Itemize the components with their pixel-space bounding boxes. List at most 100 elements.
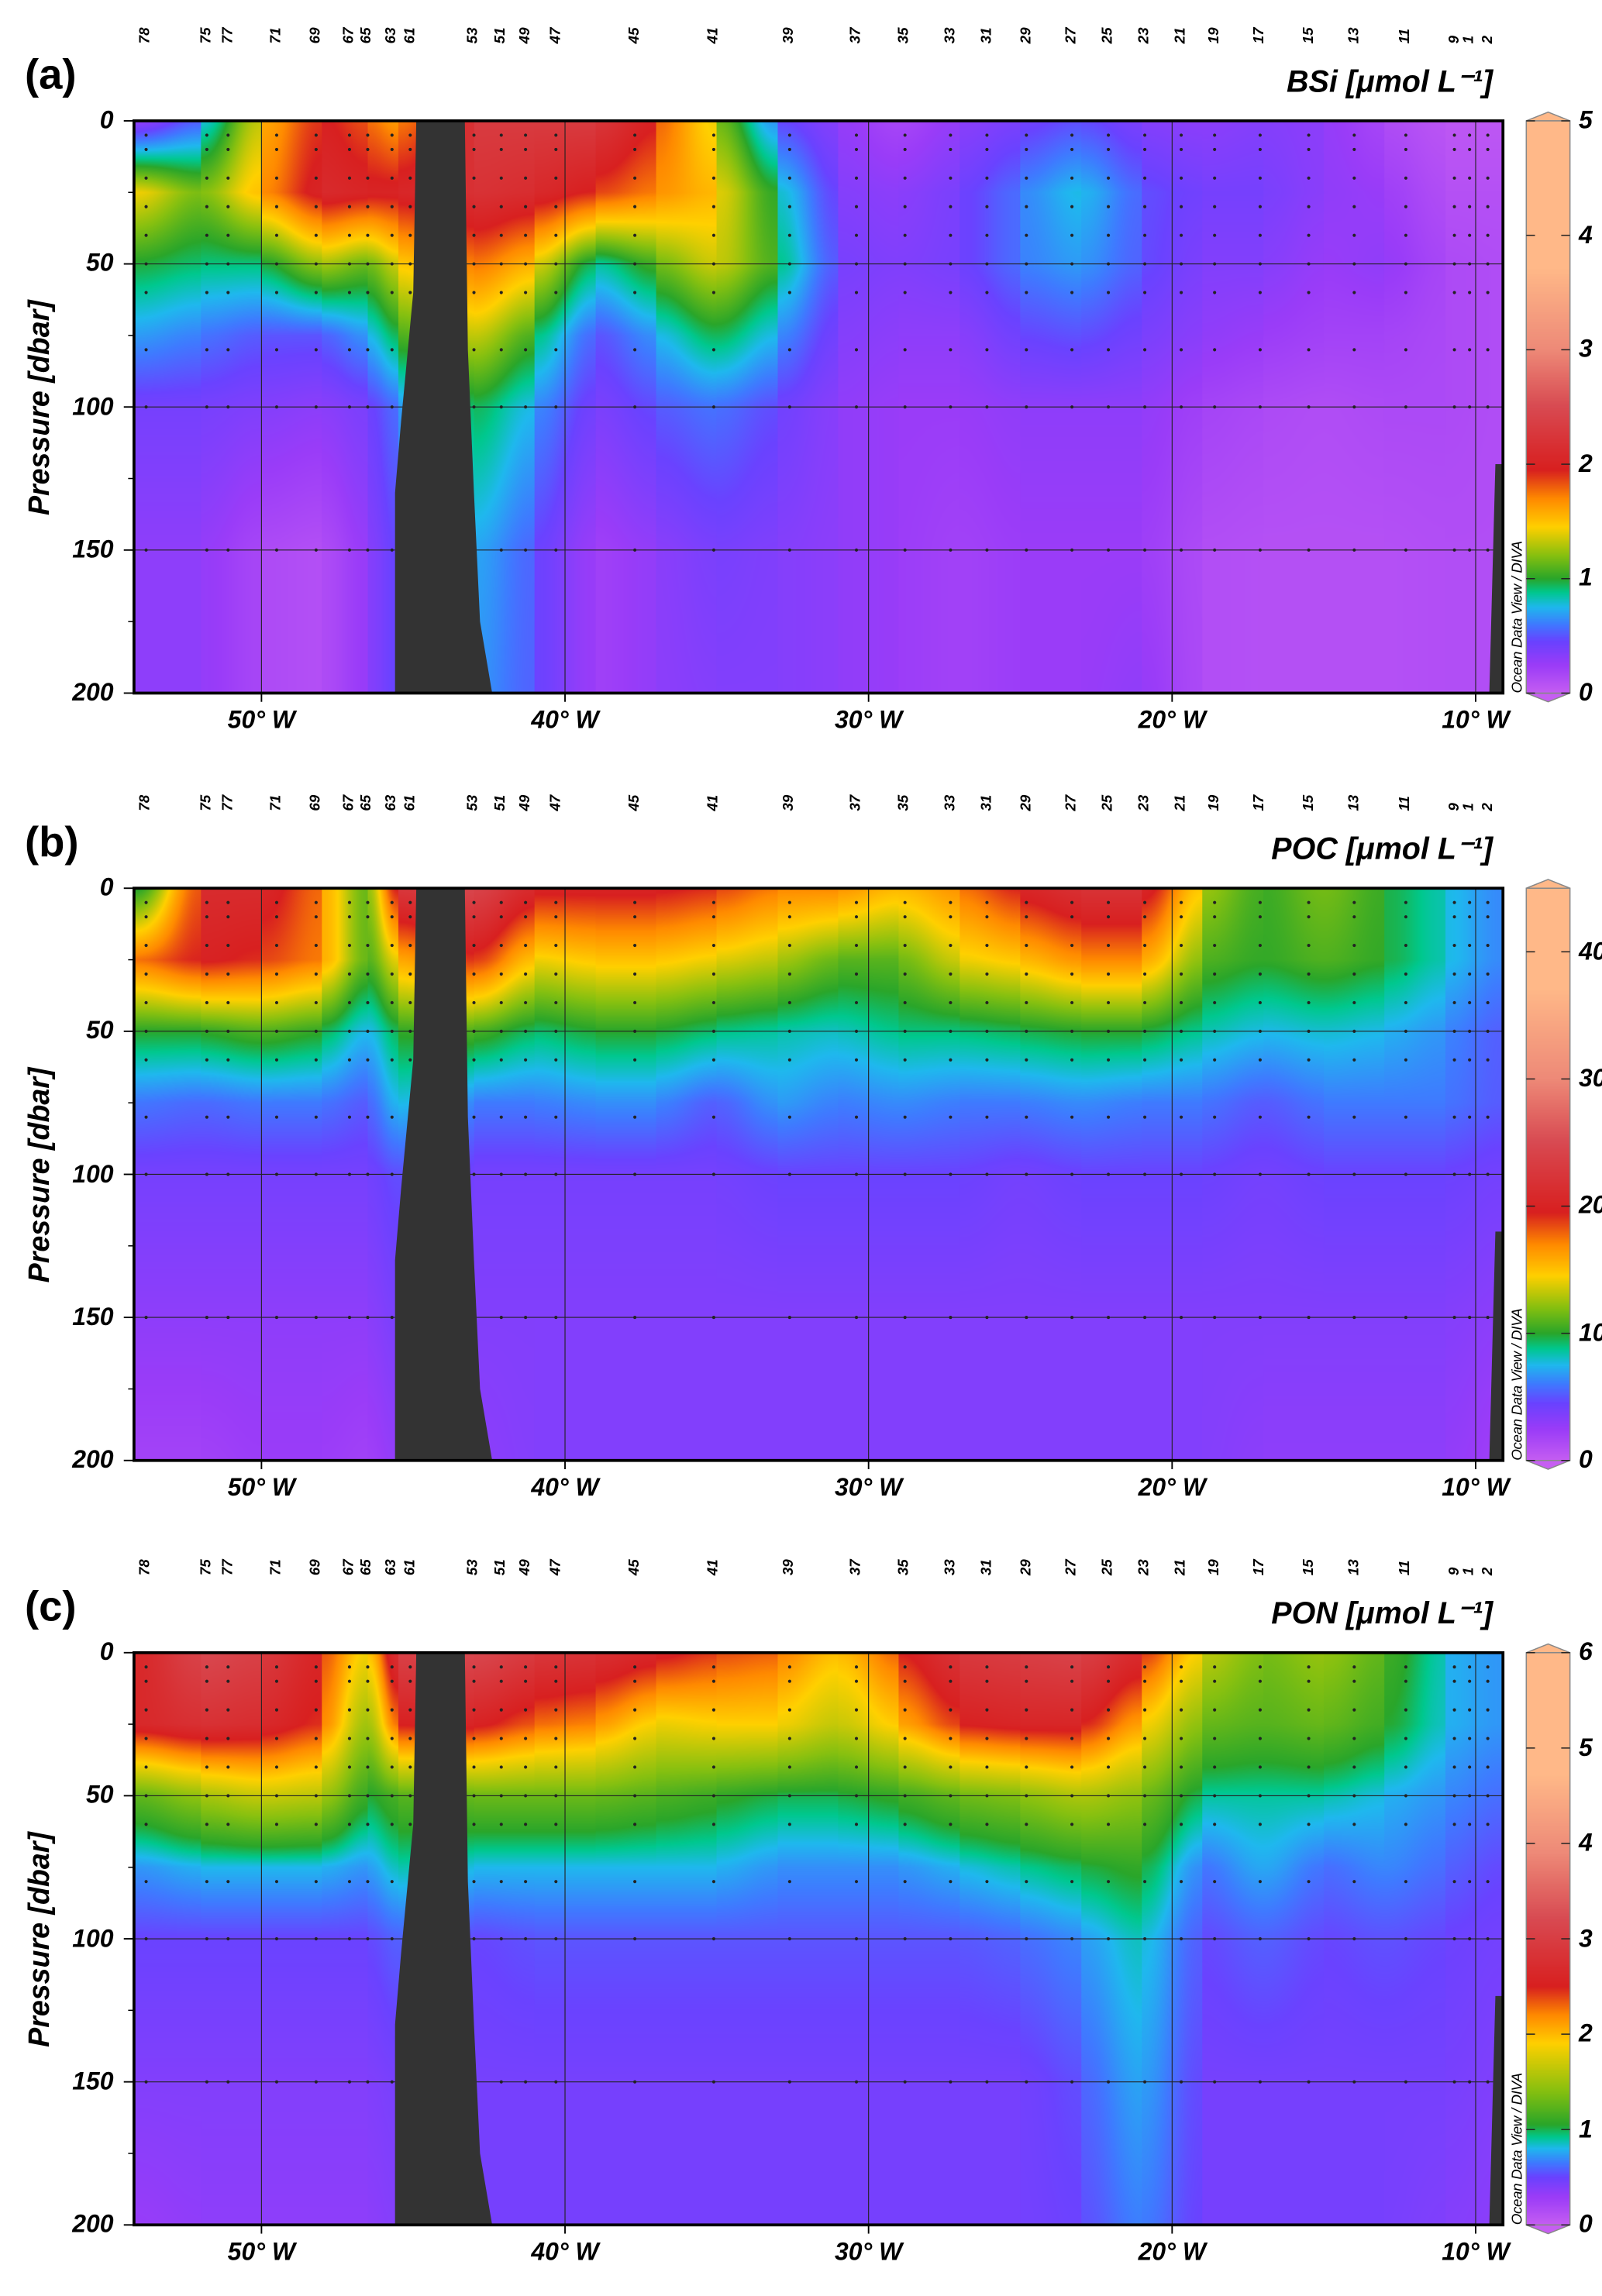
sample-dot: [390, 176, 394, 180]
sample-dot: [274, 1765, 279, 1769]
sample-dot: [1404, 348, 1407, 352]
sample-dot: [274, 262, 279, 266]
sample-dot: [1025, 291, 1028, 294]
sample-dot: [711, 1936, 716, 1941]
sample-dot: [1258, 205, 1262, 208]
sample-dot: [1452, 944, 1456, 948]
sample-dot: [499, 233, 503, 237]
sample-dot: [903, 1737, 907, 1740]
sample-dot: [1213, 1708, 1217, 1712]
sample-dot: [1452, 405, 1456, 409]
sample-dot: [949, 1029, 953, 1033]
x-tick-label: 20° W: [1138, 2238, 1206, 2266]
sample-dot: [1107, 1794, 1111, 1798]
sample-dot: [226, 1823, 230, 1826]
sample-dot: [366, 233, 370, 237]
sample-dot: [1025, 1936, 1028, 1941]
sample-dot: [1213, 972, 1217, 976]
sample-dot: [711, 205, 716, 208]
sample-dot: [390, 1115, 394, 1119]
sample-dot: [144, 405, 148, 409]
sample-dot: [205, 2080, 208, 2084]
sample-dot: [274, 1000, 279, 1005]
sample-dot: [1025, 1765, 1028, 1769]
sample-dot: [472, 1172, 476, 1176]
sample-dot: [1213, 1737, 1217, 1740]
sample-dot: [711, 944, 716, 948]
x-tick-label: 10° W: [1442, 2238, 1510, 2266]
sample-dot: [366, 944, 370, 948]
sample-dot: [554, 147, 558, 151]
sample-dot: [711, 176, 716, 180]
sample-dot: [949, 1823, 953, 1826]
sample-dot: [787, 291, 791, 294]
sample-dot: [499, 972, 503, 976]
sample-dot: [1180, 291, 1183, 294]
sample-dot: [633, 1058, 637, 1062]
sample-dot: [1452, 291, 1456, 294]
sample-dot: [985, 291, 989, 294]
sample-dot: [390, 1936, 394, 1941]
sample-dot: [1025, 915, 1028, 919]
sample-dot: [1452, 1794, 1456, 1798]
sample-dot: [499, 1115, 503, 1119]
sample-dot: [787, 1765, 791, 1769]
sample-dot: [1180, 1115, 1183, 1119]
sample-dot: [1070, 1936, 1074, 1941]
sample-dot: [711, 1316, 716, 1320]
sample-dot: [1213, 2080, 1217, 2084]
sample-dot: [1307, 548, 1311, 552]
sample-dot: [314, 944, 318, 948]
y-tick-label: 0: [99, 106, 114, 134]
watermark: Ocean Data View / DIVA: [1510, 541, 1527, 694]
sample-dot: [1307, 2080, 1311, 2084]
sample-dot: [1486, 1880, 1490, 1884]
sample-dot: [347, 1823, 352, 1826]
sample-dot: [1258, 176, 1262, 180]
y-tick-label: 200: [72, 678, 114, 707]
sample-dot: [1070, 1880, 1074, 1884]
sample-dot: [554, 1880, 558, 1884]
sample-dot: [1025, 133, 1028, 137]
sample-dot: [524, 1936, 528, 1941]
sample-dot: [524, 233, 528, 237]
x-tick-label: 40° W: [531, 1473, 599, 1502]
sample-dot: [1452, 915, 1456, 919]
sample-dot: [854, 1936, 859, 1941]
sample-dot: [1107, 1665, 1111, 1669]
sample-dot: [1258, 1737, 1262, 1740]
sample-dot: [274, 1936, 279, 1941]
sample-dot: [985, 147, 989, 151]
sample-dot: [499, 1936, 503, 1941]
sample-dot: [1143, 262, 1147, 266]
sample-dot: [347, 147, 352, 151]
sample-dot: [366, 1115, 370, 1119]
sample-dot: [633, 2080, 637, 2084]
sample-dot: [499, 1880, 503, 1884]
sample-dot: [1468, 2080, 1472, 2084]
sample-dot: [390, 405, 394, 409]
sample-dot: [1070, 972, 1074, 976]
sample-dot: [205, 291, 208, 294]
sample-dot: [787, 548, 791, 552]
sample-dot: [1307, 1316, 1311, 1320]
sample-dot: [554, 1316, 558, 1320]
colorbar-tick-label: 0: [1578, 2210, 1593, 2239]
sample-dot: [1452, 1823, 1456, 1826]
sample-dot: [854, 176, 859, 180]
plot-frame: [132, 119, 1505, 695]
sample-dot: [854, 1823, 859, 1826]
sample-dot: [903, 348, 907, 352]
sample-dot: [347, 133, 352, 137]
sample-dot: [524, 405, 528, 409]
x-tick-label: 20° W: [1138, 706, 1206, 735]
sample-dot: [1452, 1000, 1456, 1005]
sample-dot: [554, 291, 558, 294]
sample-dot: [711, 915, 716, 919]
sample-dot: [1486, 915, 1490, 919]
sample-dot: [226, 291, 230, 294]
sample-dot: [1143, 1794, 1147, 1798]
sample-dot: [633, 915, 637, 919]
colorbar-overlay: [1525, 1652, 1571, 2226]
sample-dot: [1070, 1765, 1074, 1769]
